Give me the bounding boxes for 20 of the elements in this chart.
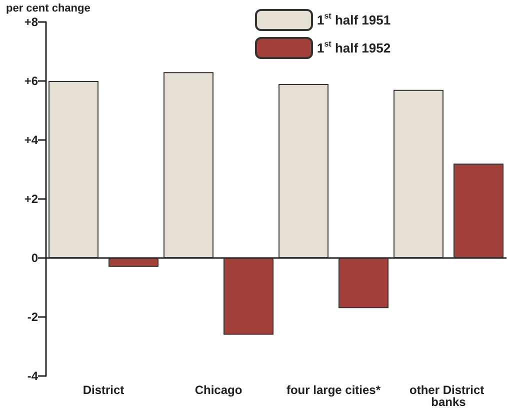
- bar: [338, 258, 388, 308]
- y-tick-label: +2: [24, 192, 38, 206]
- x-tick-label: Chicago: [194, 383, 242, 397]
- x-tick-label: District: [82, 383, 124, 397]
- bar: [48, 81, 98, 258]
- bar: [278, 84, 328, 258]
- x-tick-label: other District banks: [409, 383, 488, 409]
- bar: [108, 258, 158, 267]
- y-axis-title: per cent change: [6, 2, 90, 14]
- y-tick-label: +4: [24, 133, 38, 147]
- bar: [394, 90, 444, 258]
- y-tick-label: -2: [27, 310, 38, 324]
- bar: [164, 72, 214, 258]
- bar: [454, 164, 504, 258]
- y-tick-label: +8: [24, 15, 38, 29]
- y-tick-label: -4: [27, 369, 38, 383]
- y-tick-label: +6: [24, 74, 38, 88]
- y-tick-label: 0: [31, 251, 38, 265]
- bar: [224, 258, 274, 335]
- x-tick-label: four large cities*: [286, 383, 381, 397]
